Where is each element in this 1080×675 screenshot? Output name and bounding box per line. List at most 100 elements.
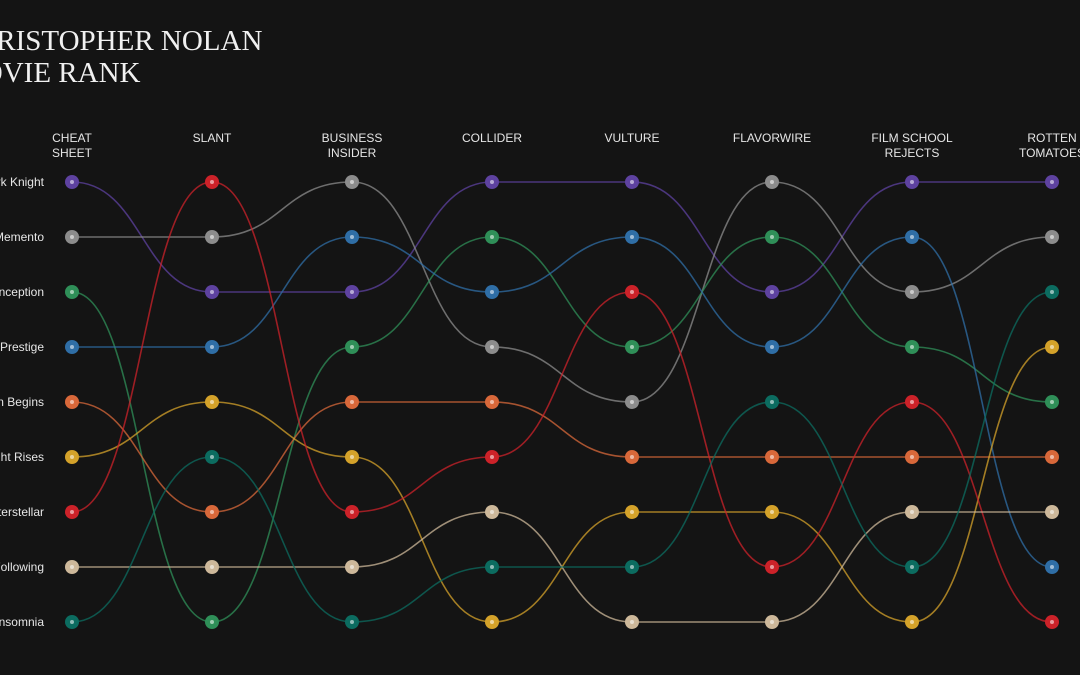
marker-center [630, 180, 634, 184]
rank-marker [345, 450, 359, 464]
rank-marker [1045, 615, 1059, 629]
rank-marker [485, 175, 499, 189]
rank-marker [345, 505, 359, 519]
marker-center [770, 620, 774, 624]
rank-marker [485, 285, 499, 299]
rank-marker [485, 505, 499, 519]
rank-marker [485, 395, 499, 409]
rank-marker [65, 175, 79, 189]
rank-marker [765, 175, 779, 189]
rank-marker [65, 560, 79, 574]
marker-center [70, 290, 74, 294]
marker-center [1050, 565, 1054, 569]
rank-marker [625, 560, 639, 574]
rank-marker [205, 615, 219, 629]
marker-center [910, 235, 914, 239]
marker-center [1050, 510, 1054, 514]
column-header: FILM SCHOOL REJECTS [871, 131, 953, 160]
rank-marker [625, 175, 639, 189]
marker-center [910, 400, 914, 404]
marker-center [210, 565, 214, 569]
rank-marker [485, 450, 499, 464]
rank-marker [765, 450, 779, 464]
rank-marker [1045, 560, 1059, 574]
marker-center [770, 455, 774, 459]
marker-center [490, 565, 494, 569]
rank-marker [485, 340, 499, 354]
marker-center [630, 235, 634, 239]
rank-marker [345, 175, 359, 189]
marker-center [490, 510, 494, 514]
rank-marker [205, 230, 219, 244]
rank-marker [65, 285, 79, 299]
rank-marker [345, 395, 359, 409]
rank-marker [1045, 505, 1059, 519]
markers [65, 175, 1059, 629]
marker-center [350, 620, 354, 624]
column-header: VULTURE [604, 131, 659, 145]
marker-center [1050, 180, 1054, 184]
rank-marker [905, 395, 919, 409]
marker-center [630, 400, 634, 404]
rank-marker [905, 285, 919, 299]
marker-center [770, 565, 774, 569]
rank-marker [905, 450, 919, 464]
rank-marker [625, 615, 639, 629]
marker-center [770, 180, 774, 184]
marker-center [210, 235, 214, 239]
marker-center [350, 455, 354, 459]
marker-center [630, 565, 634, 569]
marker-center [210, 400, 214, 404]
rank-marker [625, 395, 639, 409]
chart-subtitle: MOVIE RANK [0, 57, 141, 89]
row-label: Batman Begins [0, 395, 44, 409]
marker-center [210, 180, 214, 184]
marker-center [1050, 290, 1054, 294]
column-header: ROTTEN TOMATOES [1019, 131, 1080, 160]
rank-marker [1045, 175, 1059, 189]
marker-center [630, 620, 634, 624]
row-label: Interstellar [0, 505, 44, 519]
marker-center [490, 620, 494, 624]
marker-center [1050, 620, 1054, 624]
marker-center [630, 345, 634, 349]
marker-center [770, 290, 774, 294]
marker-center [910, 345, 914, 349]
rank-marker [765, 340, 779, 354]
marker-center [770, 510, 774, 514]
column-header: BUSINESS INSIDER [322, 131, 383, 160]
marker-center [490, 290, 494, 294]
marker-center [910, 620, 914, 624]
rank-marker [65, 395, 79, 409]
rank-marker [345, 560, 359, 574]
rank-marker [905, 175, 919, 189]
marker-center [210, 620, 214, 624]
rank-marker [905, 615, 919, 629]
column-header: SLANT [193, 131, 232, 145]
marker-center [70, 235, 74, 239]
marker-center [210, 510, 214, 514]
rank-marker [205, 285, 219, 299]
rank-marker [485, 230, 499, 244]
marker-center [910, 290, 914, 294]
marker-center [70, 345, 74, 349]
row-label: The Prestige [0, 340, 44, 354]
row-label: Memento [0, 230, 44, 244]
series-line [71, 346, 1053, 623]
row-label: Inception [0, 285, 44, 299]
rank-marker [205, 395, 219, 409]
rank-marker [905, 230, 919, 244]
marker-center [1050, 400, 1054, 404]
marker-center [70, 455, 74, 459]
rank-marker [1045, 285, 1059, 299]
marker-center [70, 565, 74, 569]
marker-center [1050, 235, 1054, 239]
marker-center [350, 565, 354, 569]
row-label: The Dark Knight Rises [0, 450, 44, 464]
rank-marker [625, 340, 639, 354]
rank-marker [625, 505, 639, 519]
column-header: CHEAT SHEET [52, 131, 93, 160]
column-header: FLAVORWIRE [733, 131, 811, 145]
